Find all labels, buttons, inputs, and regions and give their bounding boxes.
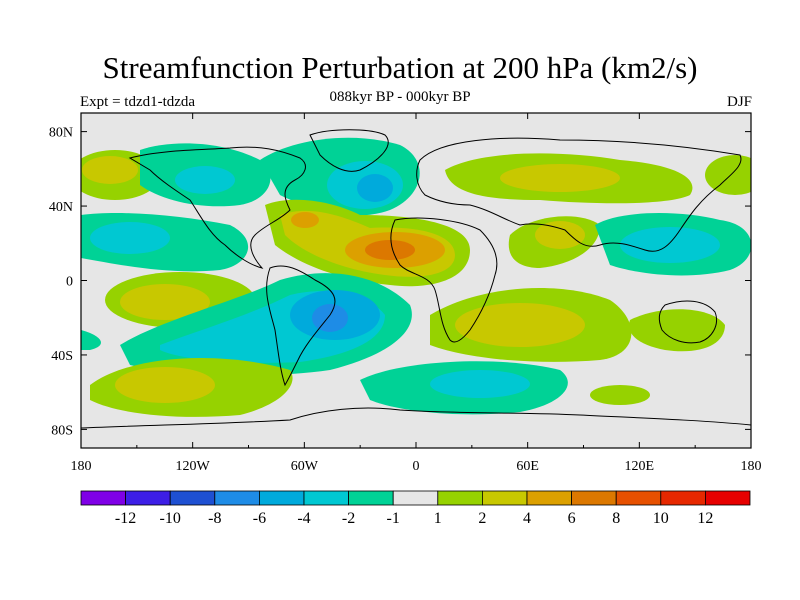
colorbar-level-label: -6 <box>253 510 266 527</box>
contour-antarctic-edge <box>590 385 650 405</box>
colorbar-box <box>615 490 662 506</box>
chart-title: Streamfunction Perturbation at 200 hPa (… <box>102 50 698 85</box>
coastlines <box>81 129 751 429</box>
coast-eurasia <box>416 137 742 252</box>
contour-aus-high <box>629 309 725 352</box>
x-tick-label: 60W <box>291 459 319 474</box>
contour-s-pac-high-core <box>120 284 210 320</box>
chart-subtitle: 088kyr BP - 000kyr BP <box>329 89 471 105</box>
colorbar-level-label: -1 <box>387 510 400 527</box>
x-tick-label: 120W <box>176 459 211 474</box>
contour-w-atl-high-l3 <box>291 212 319 228</box>
colorbar-box <box>80 490 126 506</box>
coast-north-america <box>128 146 306 269</box>
colorbar-box <box>125 490 171 506</box>
contour-s-pac-mid-high-core <box>115 367 215 403</box>
contour-n-atl-low-core <box>357 174 393 202</box>
contour-s-ind-high-core <box>455 303 585 347</box>
colorbar-box <box>348 490 394 506</box>
colorbar-labels: -12 -10 -8 -6 -4 -2 -1 1 2 4 6 8 10 12 <box>115 510 713 527</box>
contour-s-am-low-l4 <box>312 304 348 332</box>
coast-south-america <box>266 265 336 387</box>
colorbar-box <box>481 490 528 506</box>
coast-africa <box>390 217 498 343</box>
contour-fill-layer <box>81 137 751 417</box>
colorbar-box <box>392 490 439 506</box>
colorbar-box <box>526 490 572 506</box>
x-tick-label: 180 <box>741 459 762 474</box>
colorbar-level-label: -12 <box>115 510 136 527</box>
contour-s-atl-low-core <box>430 370 530 398</box>
y-tick-label: 40N <box>49 200 73 215</box>
y-tick-label: 40S <box>51 349 73 364</box>
colorbar-level-label: -10 <box>160 510 181 527</box>
contour-eurasia-high-core <box>500 164 620 192</box>
contour-subtrop-band <box>81 330 101 350</box>
colorbar-level-label: -4 <box>297 510 310 527</box>
y-tick-label: 80N <box>49 126 73 141</box>
y-tick-label: 0 <box>66 275 73 290</box>
colorbar-level-label: 12 <box>697 510 713 527</box>
colorbar-level-label: 4 <box>523 510 531 527</box>
contour-ne-pac-low-core <box>175 166 235 194</box>
colorbar <box>80 490 751 506</box>
contour-e-asia-low-core <box>620 227 720 263</box>
experiment-label: Expt = tdzd1-tdzda <box>80 94 196 110</box>
colorbar-level-label: 10 <box>653 510 669 527</box>
colorbar-box <box>214 490 260 506</box>
colorbar-box <box>437 490 483 506</box>
axis-labels: 180 120W 60W 0 60E 120E 180 80N 40N 0 40S 80S <box>49 126 762 474</box>
colorbar-level-label: -2 <box>342 510 355 527</box>
coast-australia <box>658 300 717 344</box>
axis-ticks <box>80 113 752 448</box>
colorbar-level-label: 1 <box>434 510 442 527</box>
colorbar-box <box>258 490 305 506</box>
colorbar-box <box>705 490 751 506</box>
colorbar-level-label: -8 <box>208 510 221 527</box>
x-tick-label: 60E <box>516 459 539 474</box>
contour-na-pac-high-core <box>82 156 138 184</box>
season-label: DJF <box>726 94 752 110</box>
colorbar-level-label: 6 <box>568 510 576 527</box>
contour-trop-atl-l4 <box>365 240 415 260</box>
contour-trop-pac-low-core <box>90 222 170 254</box>
y-tick-label: 80S <box>51 423 73 438</box>
colorbar-level-label: 2 <box>478 510 486 527</box>
x-tick-label: 120E <box>625 459 655 474</box>
colorbar-box <box>169 490 216 506</box>
coast-antarctica <box>81 407 751 429</box>
colorbar-box <box>660 490 706 506</box>
contour-arabia-high-core <box>535 221 585 249</box>
colorbar-level-label: 8 <box>612 510 620 527</box>
x-tick-label: 180 <box>71 459 92 474</box>
colorbar-box <box>571 490 617 506</box>
x-tick-label: 0 <box>413 459 420 474</box>
colorbar-box <box>303 490 349 506</box>
contour-ne-asia-high <box>705 155 751 195</box>
coast-greenland <box>309 129 389 172</box>
